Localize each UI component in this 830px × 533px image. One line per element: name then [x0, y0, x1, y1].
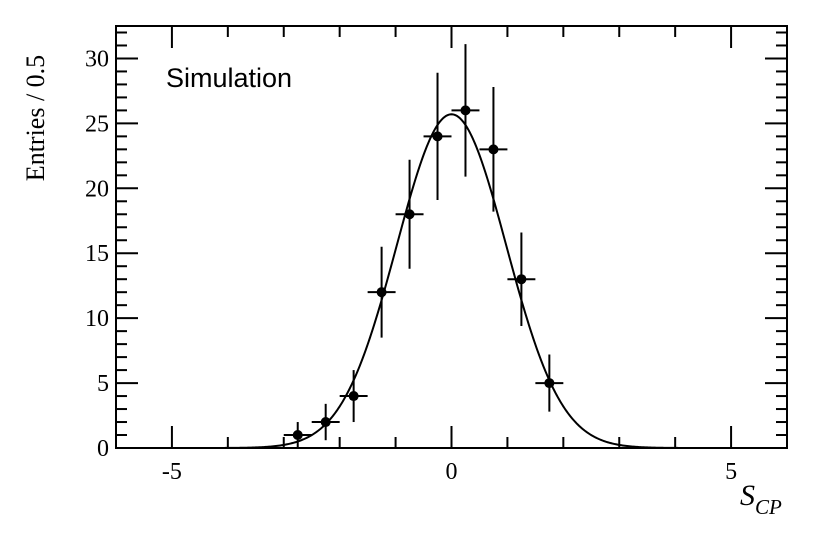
data-marker [544, 378, 555, 389]
simulation-label: Simulation [166, 63, 292, 93]
y-tick-label: 30 [85, 46, 109, 72]
x-tick-label: 5 [725, 459, 737, 485]
data-point [479, 87, 508, 212]
y-tick-label: 20 [85, 176, 109, 202]
y-tick-label: 10 [85, 306, 109, 332]
data-point [311, 403, 340, 441]
x-tick-label: -5 [162, 459, 182, 485]
data-point [367, 246, 396, 338]
data-marker [460, 105, 471, 116]
fit-curve [116, 113, 787, 449]
data-point [535, 354, 564, 412]
y-tick-label: 25 [85, 111, 109, 137]
x-axis-label: SCP [740, 479, 782, 519]
data-points [283, 44, 564, 448]
x-tick-label: 0 [446, 459, 458, 485]
y-axis-label: Entries / 0.5 [21, 55, 50, 181]
data-marker [348, 391, 359, 402]
tick-labels: 0 5 10 15 20 25 30 -5 0 5 [85, 46, 737, 485]
data-point [423, 72, 452, 200]
data-marker [516, 274, 527, 285]
data-marker [320, 417, 331, 428]
data-marker [376, 287, 387, 298]
data-point [395, 159, 424, 269]
data-marker [292, 430, 303, 441]
data-marker [488, 144, 499, 155]
data-point [339, 370, 368, 423]
y-tick-label: 0 [97, 436, 109, 462]
data-marker [432, 131, 443, 142]
data-point [507, 232, 536, 326]
data-point [283, 422, 312, 448]
x-axis-label-main: S [740, 479, 755, 512]
axis-ticks [115, 26, 788, 449]
x-axis-label-sub: CP [755, 495, 782, 519]
data-point [451, 44, 480, 177]
y-tick-label: 5 [97, 371, 109, 397]
y-tick-label: 15 [85, 241, 109, 267]
data-marker [404, 209, 415, 220]
